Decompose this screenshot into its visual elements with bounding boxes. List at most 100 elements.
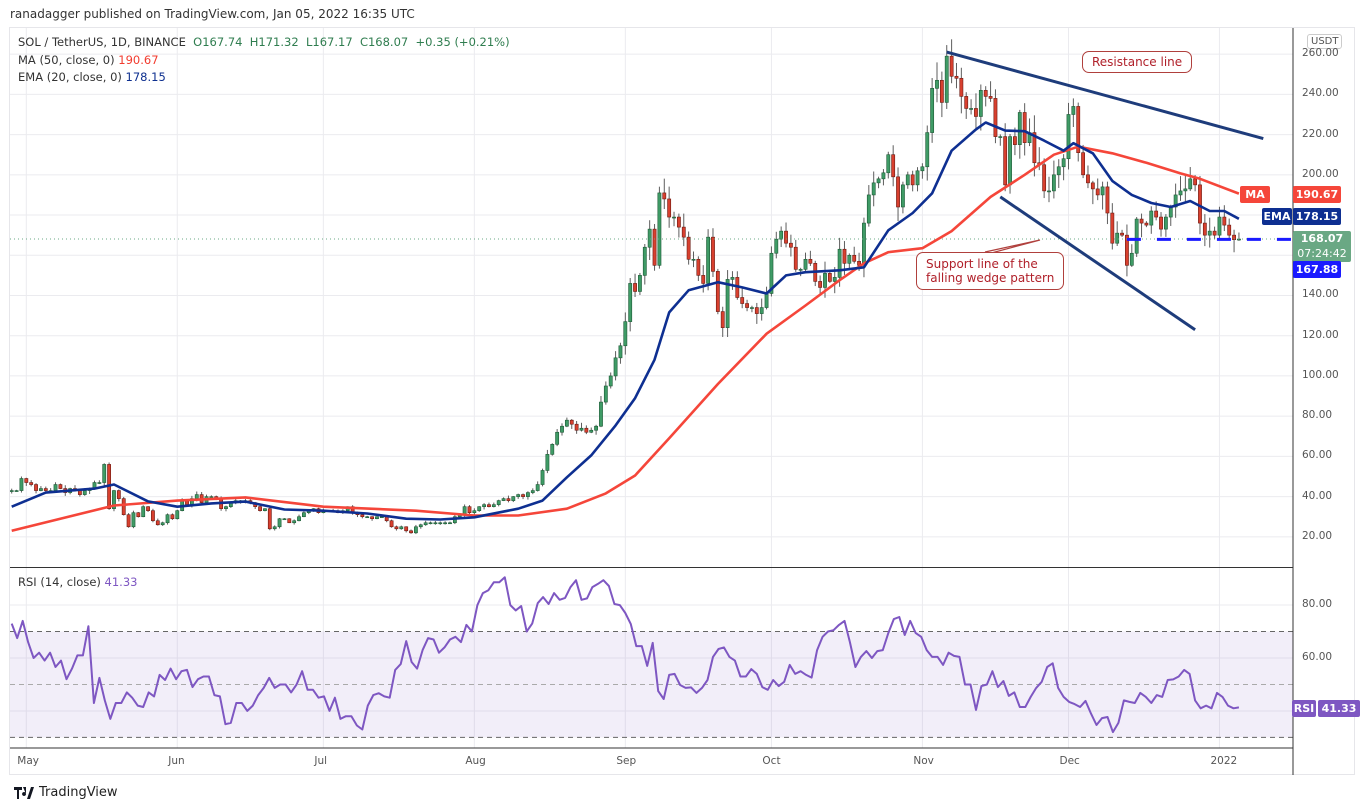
candle-down	[676, 216, 681, 228]
candle-down	[29, 482, 34, 485]
ema-legend[interactable]: EMA (20, close, 0) 178.15	[18, 70, 166, 84]
candle-up	[1163, 216, 1168, 230]
price-tick-label: 220.00	[1302, 127, 1339, 140]
candle-up	[823, 273, 827, 288]
support-text-line2: falling wedge pattern	[926, 271, 1055, 285]
candle-up	[491, 504, 496, 507]
annotation-pointer	[983, 239, 1041, 256]
candle-down	[852, 254, 857, 262]
candle-down	[993, 98, 998, 137]
ma-label: MA (50, close, 0)	[18, 53, 115, 67]
candle-down	[1202, 222, 1207, 236]
last-price: 168.07	[1300, 232, 1344, 245]
candle-down	[1198, 184, 1202, 224]
price-tick-label: 200.00	[1302, 167, 1339, 180]
annotation-resistance[interactable]: Resistance line	[1082, 51, 1193, 73]
candle-up	[263, 508, 267, 511]
candle-up	[730, 277, 735, 280]
candle-up	[282, 518, 287, 521]
candle-down	[1144, 222, 1149, 226]
candle-up	[579, 427, 584, 431]
candle-down	[394, 526, 399, 530]
candle-down	[506, 498, 511, 501]
candle-up	[1051, 174, 1056, 192]
candle-up	[915, 170, 920, 186]
candle-up	[564, 419, 569, 427]
candle-down	[896, 176, 900, 208]
candle-up	[779, 230, 784, 240]
ema-label: EMA (20, close, 0)	[18, 70, 122, 84]
candle-down	[1081, 152, 1086, 176]
candle-up	[935, 79, 939, 89]
candle-up	[224, 506, 228, 509]
candle-up	[608, 375, 613, 387]
rsi-line	[10, 576, 1240, 734]
candle-up	[613, 357, 618, 377]
candle-up	[886, 154, 891, 174]
time-tick-label: Jun	[168, 755, 185, 767]
candle-up	[759, 307, 764, 314]
price-tick-label: 80.00	[1302, 409, 1333, 422]
candle-up	[628, 283, 633, 322]
candle-up	[925, 132, 930, 168]
rsi-value-tag: 41.33	[1318, 700, 1360, 717]
candle-up	[1071, 106, 1076, 115]
candle-down	[754, 307, 759, 314]
candle-down	[667, 198, 672, 218]
candle-up	[1168, 206, 1173, 218]
price-tick-label: 20.00	[1302, 529, 1333, 542]
time-tick-label: Oct	[762, 755, 781, 767]
candle-down	[151, 510, 155, 522]
candle-up	[832, 277, 837, 282]
candle-up	[1207, 230, 1212, 236]
candle-up	[866, 194, 871, 224]
candle-up	[209, 496, 214, 498]
candle-up	[1115, 232, 1120, 244]
candle-down	[1159, 216, 1163, 230]
candle-down	[1090, 182, 1095, 190]
rsi-legend[interactable]: RSI (14, close) 41.33	[18, 575, 137, 589]
annotation-support[interactable]: Support line of the falling wedge patter…	[916, 252, 1065, 290]
candle-up	[847, 254, 852, 264]
candle-down	[467, 506, 472, 513]
candle-up	[131, 512, 136, 528]
candle-down	[818, 281, 823, 288]
support-trendline	[999, 195, 1196, 331]
candle-up	[594, 425, 599, 431]
candle-up	[535, 484, 540, 491]
candle-up	[691, 258, 696, 261]
candle-up	[277, 518, 282, 528]
candle-up	[526, 492, 530, 497]
candle-up	[496, 500, 501, 505]
candle-down	[1193, 178, 1198, 186]
candle-up	[428, 522, 433, 525]
candle-up	[774, 238, 779, 254]
candle-up	[82, 490, 87, 495]
candle-down	[720, 311, 725, 328]
candle-up	[1173, 194, 1178, 208]
candle-up	[477, 506, 482, 511]
footer-logo[interactable]: TradingView	[14, 785, 118, 800]
candle-up	[272, 526, 277, 530]
candle-up	[97, 482, 102, 484]
open-value: O167.74	[193, 35, 243, 49]
candle-down	[58, 484, 63, 489]
time-tick-label: Jul	[314, 755, 328, 767]
candle-up	[472, 510, 477, 513]
ma-legend[interactable]: MA (50, close, 0) 190.67	[18, 53, 159, 67]
candle-up	[969, 108, 973, 110]
candle-down	[983, 90, 988, 97]
candle-up	[769, 252, 774, 294]
candle-up	[141, 506, 146, 518]
candle-up	[19, 478, 24, 491]
candle-down	[696, 258, 701, 276]
currency-badge[interactable]: USDT	[1307, 34, 1343, 49]
candle-up	[1134, 218, 1139, 254]
candle-up	[102, 464, 107, 483]
candle-up	[603, 385, 608, 403]
candle-up	[871, 182, 876, 196]
candle-down	[409, 530, 413, 534]
support-text-line1: Support line of the	[926, 257, 1038, 271]
candle-down	[584, 427, 589, 433]
